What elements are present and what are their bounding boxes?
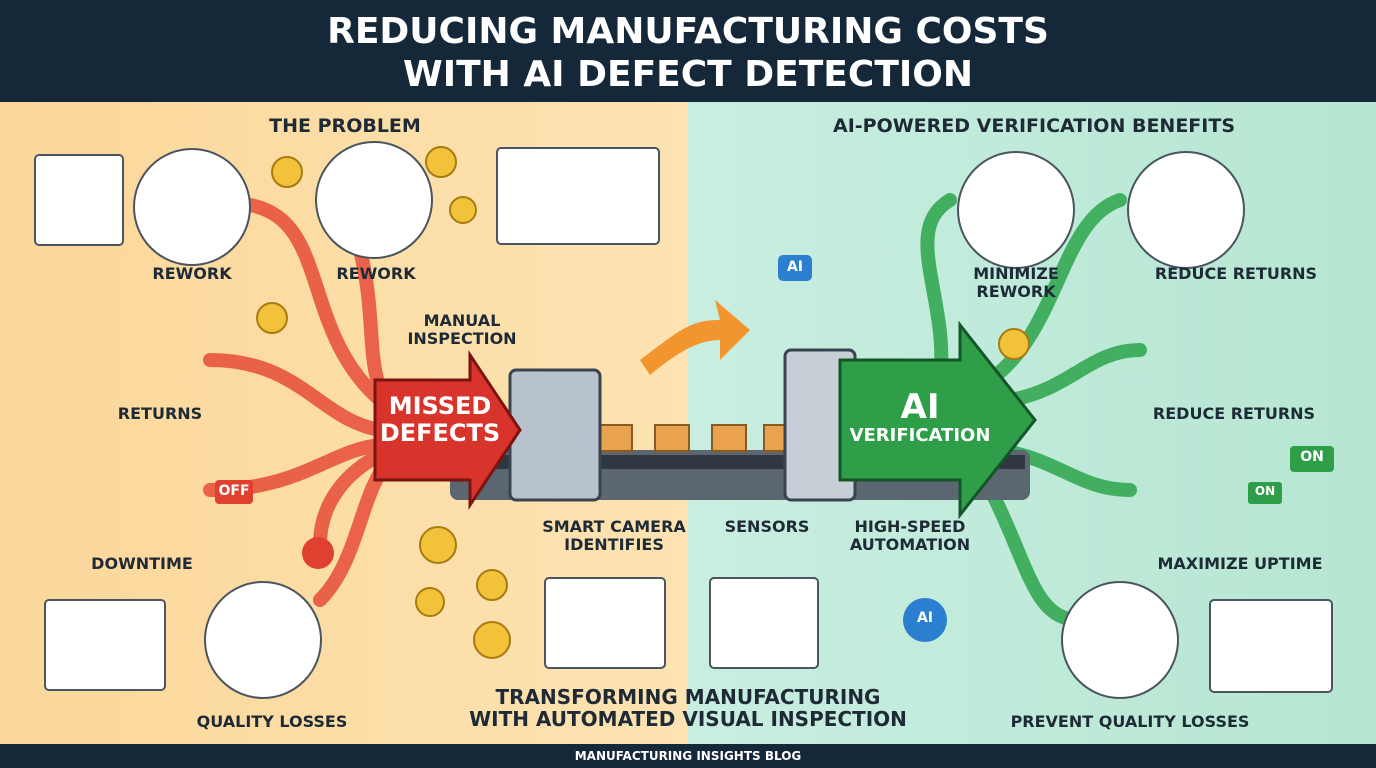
item-label: REWORK <box>336 264 416 283</box>
badge: AI <box>916 610 934 626</box>
item-label: MAXIMIZE UPTIME <box>1157 554 1323 573</box>
footer: MANUFACTURING INSIGHTS BLOG <box>574 749 802 763</box>
item-label: REWORK <box>152 264 232 283</box>
tagline: TRANSFORMING MANUFACTURING WITH AUTOMATED… <box>469 685 907 732</box>
section-title: THE PROBLEM <box>269 115 421 137</box>
badge: ON <box>1300 449 1324 465</box>
callout: SMART CAMERA IDENTIFIES <box>542 517 686 554</box>
callout: HIGH-SPEED AUTOMATION <box>849 517 971 554</box>
header-title: REDUCING MANUFACTURING COSTS WITH AI DEFE… <box>327 11 1049 96</box>
badge: ON <box>1254 484 1276 498</box>
item-label: DOWNTIME <box>91 554 193 573</box>
badge: AI <box>786 259 804 275</box>
item-label: QUALITY LOSSES <box>196 712 348 731</box>
item-label: RETURNS <box>117 404 203 423</box>
callout: MANUAL INSPECTION <box>407 311 517 348</box>
item-label: REDUCE RETURNS <box>1154 264 1318 283</box>
item-label: REDUCE RETURNS <box>1152 404 1316 423</box>
section-title: AI-POWERED VERIFICATION BENEFITS <box>832 115 1236 137</box>
callout: SENSORS <box>724 517 810 536</box>
missed-defects: MISSED DEFECTS <box>379 392 501 447</box>
item-label: MINIMIZE REWORK <box>973 264 1059 301</box>
item-label: PREVENT QUALITY LOSSES <box>1010 712 1250 731</box>
ai-verification: AI VERIFICATION <box>849 387 991 447</box>
badge: OFF <box>218 483 250 499</box>
